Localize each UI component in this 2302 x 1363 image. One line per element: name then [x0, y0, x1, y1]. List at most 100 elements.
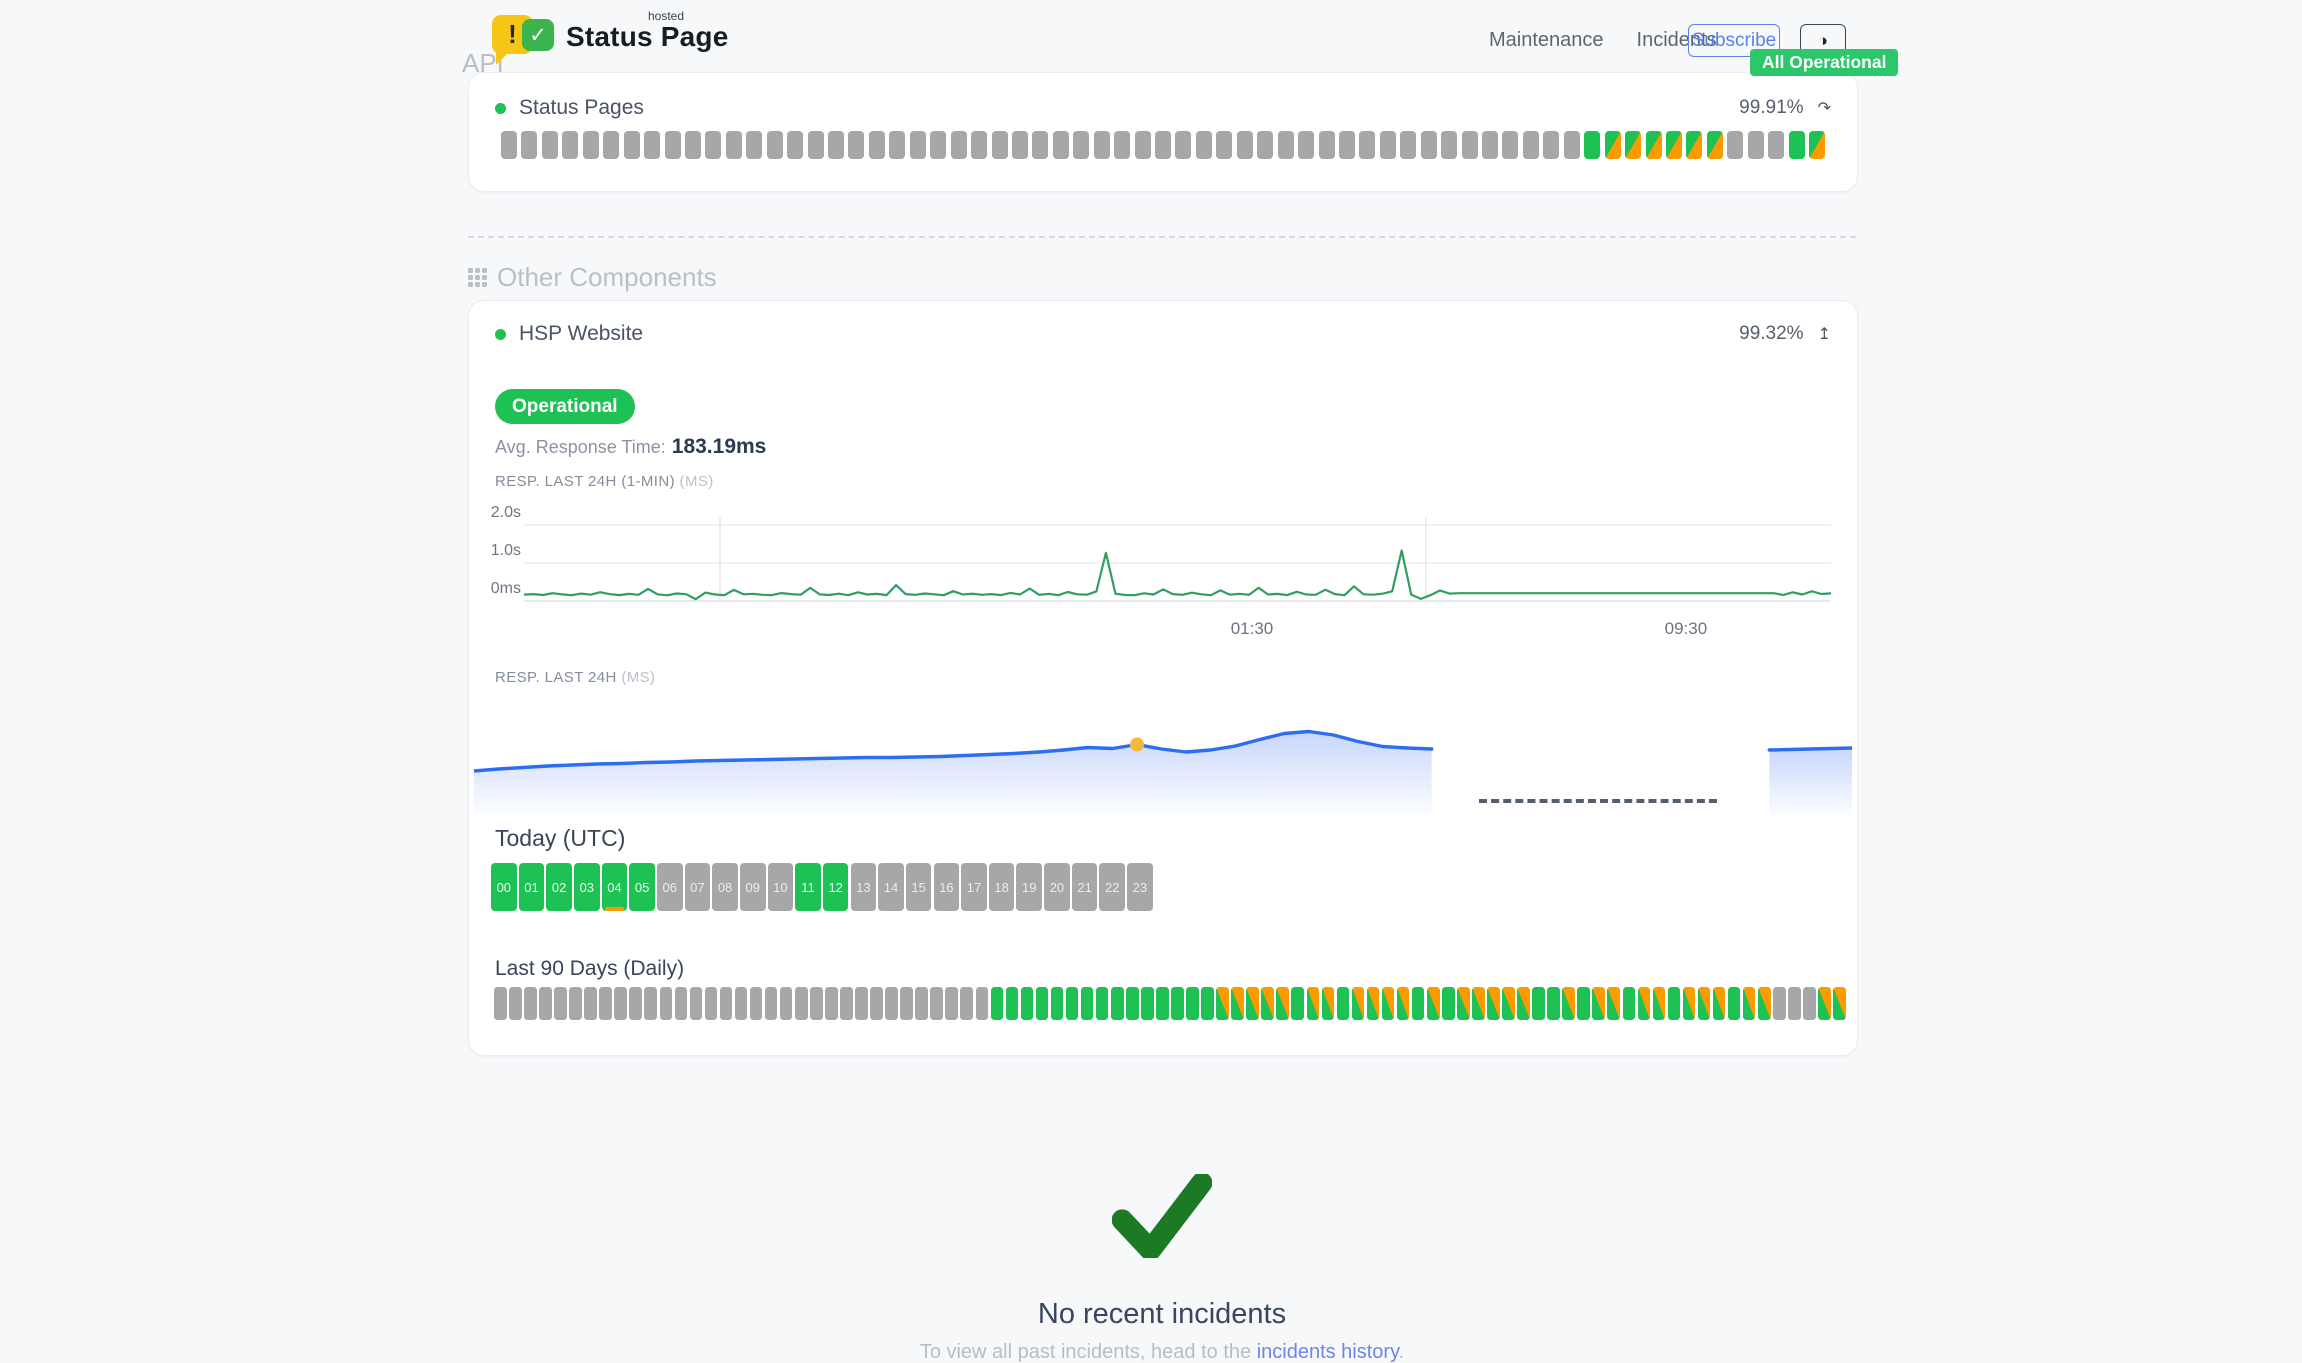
nav-incidents[interactable]: Incidents: [1636, 29, 1717, 51]
hour-box-12[interactable]: 12: [822, 863, 849, 911]
hour-box-13[interactable]: 13: [850, 863, 877, 911]
hour-box-17[interactable]: 17: [961, 863, 987, 911]
uptime-bar[interactable]: [828, 131, 844, 159]
uptime-bar[interactable]: [1195, 131, 1212, 159]
uptime-bar[interactable]: [787, 131, 804, 159]
uptime-bar[interactable]: [1257, 131, 1274, 159]
uptime-bar[interactable]: [1231, 987, 1244, 1020]
uptime-bar[interactable]: [971, 131, 988, 159]
uptime-bar[interactable]: [541, 131, 558, 159]
uptime-bar[interactable]: [764, 987, 778, 1020]
uptime-bar[interactable]: [1073, 131, 1090, 159]
uptime-bar[interactable]: [1359, 131, 1376, 159]
uptime-bar[interactable]: [930, 987, 943, 1020]
uptime-bar[interactable]: [1336, 987, 1350, 1020]
hour-box-04[interactable]: 04: [601, 863, 628, 911]
hour-box-14[interactable]: 14: [878, 863, 904, 911]
uptime-bar[interactable]: [807, 131, 824, 159]
uptime-bar[interactable]: [1768, 131, 1785, 159]
uptime-bar[interactable]: [746, 131, 763, 159]
hour-box-01[interactable]: 01: [518, 863, 545, 911]
uptime-bar[interactable]: [1318, 131, 1335, 159]
uptime-bar[interactable]: [1379, 131, 1396, 159]
uptime-bar[interactable]: [1201, 987, 1214, 1020]
uptime-bar[interactable]: [1461, 131, 1478, 159]
uptime-bar[interactable]: [1011, 131, 1028, 159]
uptime-bar[interactable]: [1306, 987, 1320, 1020]
uptime-bar[interactable]: [889, 131, 906, 159]
uptime-bar[interactable]: [1080, 987, 1094, 1020]
uptime-bar[interactable]: [1065, 987, 1079, 1020]
hour-box-20[interactable]: 20: [1044, 863, 1070, 911]
uptime-bar[interactable]: [840, 987, 853, 1020]
uptime-bar[interactable]: [599, 987, 612, 1020]
uptime-bar[interactable]: [1757, 987, 1771, 1020]
uptime-bar[interactable]: [1005, 987, 1019, 1020]
uptime-bar[interactable]: [1652, 987, 1666, 1020]
uptime-bar[interactable]: [1665, 131, 1682, 159]
upload-icon[interactable]: ↥: [1817, 326, 1831, 343]
uptime-bar[interactable]: [1645, 131, 1662, 159]
uptime-bar[interactable]: [1563, 131, 1580, 159]
hour-box-22[interactable]: 22: [1099, 863, 1126, 911]
uptime-bar[interactable]: [848, 131, 865, 159]
uptime-bar[interactable]: [584, 987, 597, 1020]
uptime-bar[interactable]: [562, 131, 579, 159]
uptime-bar[interactable]: [900, 987, 913, 1020]
uptime-bar[interactable]: [521, 131, 538, 159]
uptime-bar[interactable]: [1338, 131, 1355, 159]
uptime-bar[interactable]: [524, 987, 537, 1020]
uptime-bar[interactable]: [1366, 987, 1380, 1020]
uptime-bar[interactable]: [766, 131, 783, 159]
uptime-bar[interactable]: [1156, 987, 1169, 1020]
refresh-icon[interactable]: ↷: [1817, 100, 1831, 117]
uptime-bar[interactable]: [870, 987, 883, 1020]
uptime-bar[interactable]: [509, 987, 522, 1020]
subscribe-button[interactable]: Subscribe: [1688, 24, 1780, 57]
uptime-bar[interactable]: [1502, 131, 1519, 159]
uptime-bar[interactable]: [1625, 131, 1642, 159]
hour-box-18[interactable]: 18: [988, 863, 1015, 911]
uptime-bar[interactable]: [1032, 131, 1049, 159]
hour-box-06[interactable]: 06: [656, 863, 683, 911]
uptime-bar[interactable]: [1788, 131, 1805, 159]
uptime-bar[interactable]: [1114, 131, 1131, 159]
uptime-bar[interactable]: [1020, 987, 1034, 1020]
uptime-bar[interactable]: [1592, 987, 1606, 1020]
uptime-bar[interactable]: [719, 987, 733, 1020]
uptime-bar[interactable]: [1052, 131, 1069, 159]
hour-box-19[interactable]: 19: [1016, 863, 1043, 911]
uptime-bar[interactable]: [1712, 987, 1726, 1020]
uptime-bar[interactable]: [734, 987, 748, 1020]
uptime-bar[interactable]: [725, 131, 742, 159]
uptime-bar[interactable]: [1298, 131, 1315, 159]
uptime-bar[interactable]: [623, 131, 640, 159]
hour-box-16[interactable]: 16: [933, 863, 960, 911]
uptime-bar[interactable]: [1482, 131, 1498, 159]
hour-box-07[interactable]: 07: [684, 863, 711, 911]
uptime-bar[interactable]: [1818, 987, 1831, 1020]
uptime-bar[interactable]: [1809, 131, 1825, 159]
uptime-bar[interactable]: [569, 987, 582, 1020]
uptime-bar[interactable]: [1246, 987, 1259, 1020]
uptime-bar[interactable]: [705, 131, 722, 159]
uptime-bar[interactable]: [689, 987, 703, 1020]
uptime-bar[interactable]: [1093, 131, 1110, 159]
uptime-bar[interactable]: [1134, 131, 1151, 159]
uptime-bar[interactable]: [1457, 987, 1470, 1020]
uptime-bar[interactable]: [674, 987, 688, 1020]
uptime-bar[interactable]: [554, 987, 567, 1020]
response-area-chart[interactable]: [472, 701, 1854, 823]
uptime-bar[interactable]: [1772, 987, 1786, 1020]
uptime-bar[interactable]: [1381, 987, 1395, 1020]
uptime-bar[interactable]: [1411, 987, 1425, 1020]
uptime-bar[interactable]: [1487, 987, 1500, 1020]
hour-box-23[interactable]: 23: [1127, 863, 1153, 911]
uptime-bar[interactable]: [1686, 131, 1703, 159]
uptime-bar[interactable]: [1035, 987, 1049, 1020]
incidents-history-link[interactable]: incidents history: [1256, 1341, 1399, 1363]
uptime-bar[interactable]: [704, 987, 718, 1020]
uptime-bar[interactable]: [1607, 987, 1621, 1020]
uptime-bar[interactable]: [1236, 131, 1253, 159]
uptime-bar[interactable]: [1577, 987, 1590, 1020]
